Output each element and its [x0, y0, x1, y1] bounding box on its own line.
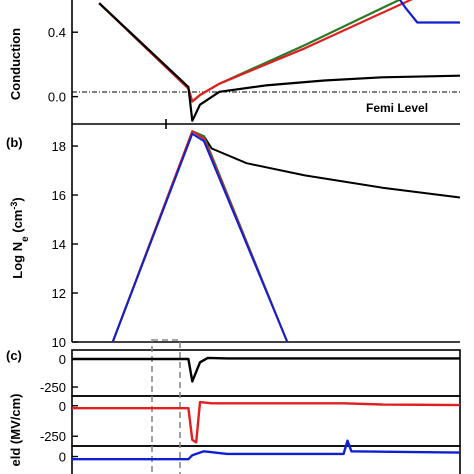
panel-b-series-1	[111, 130, 289, 343]
ylabel-b-unit: (cm	[10, 210, 25, 237]
ylabel-b-exp: -3	[9, 202, 19, 210]
panel-b-series-0	[111, 130, 461, 343]
panel-b-tag: (b)	[6, 135, 23, 150]
panel-a-series-3	[398, 0, 460, 24]
ylabel-panel-b: Log Ne (cm-3)	[9, 197, 31, 278]
panel-b-tick-label-3: 16	[52, 188, 66, 203]
ylabel-b-sub: e	[20, 236, 31, 242]
fermi-level-label: Femi Level	[366, 101, 428, 115]
panel-b-frame	[71, 124, 460, 343]
panel-b-tick-label-4: 18	[52, 139, 66, 154]
ylabel-panel-c: eld (MV/cm)	[8, 394, 23, 467]
panel-c0-tick-label-0: 0	[59, 352, 66, 367]
panel-b-tick-label-0: 10	[52, 335, 66, 350]
panel-c-tag: (c)	[6, 348, 22, 363]
panel-c0-tick-label-1: -250	[40, 380, 66, 395]
panel-b-tick-label-1: 12	[52, 286, 66, 301]
ylabel-panel-a: Conduction	[8, 28, 23, 100]
panel-c1-tick-label-0: 0	[59, 399, 66, 414]
panel-c-frame	[71, 349, 461, 474]
panel-c1-series-0	[72, 400, 461, 444]
panel-a-tick-label-0: 0.0	[48, 90, 66, 105]
panel-b-series-3	[111, 132, 289, 343]
panel-c0-series-0	[72, 356, 460, 383]
panel-a-frame	[71, 0, 460, 125]
panel-c1-tick-label-1: -250	[40, 429, 66, 444]
panel-b-tick-label-2: 14	[52, 237, 66, 252]
panel-b-series	[111, 130, 461, 343]
ylabel-b-main: Log N	[10, 242, 25, 279]
panel-c2-tick-label-0: 0	[59, 450, 66, 465]
panel-c2-series-0	[72, 439, 461, 461]
ylabel-b-close: )	[10, 197, 25, 201]
panel-b-series-2	[111, 130, 289, 343]
panel-c-series	[72, 356, 461, 461]
panel-a-series-2	[98, 2, 461, 122]
panel-a-tick-label-1: 0.4	[48, 25, 66, 40]
axis-ticks: 0.0 0.4 10 12 14 16 18 0 -250 0 -250 0	[40, 25, 78, 465]
panel-a-series	[98, 0, 461, 122]
